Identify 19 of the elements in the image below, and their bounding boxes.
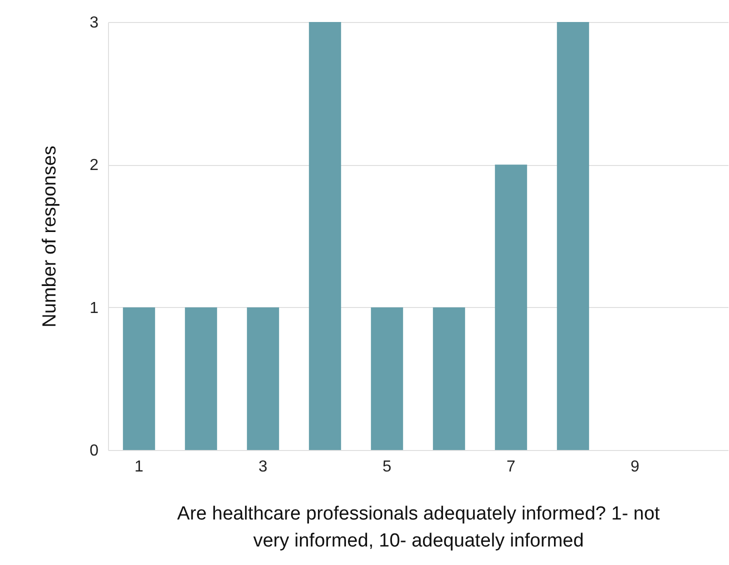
x-tick-label: 3 [258,458,268,476]
y-axis-title: Number of responses [40,146,61,328]
y-tick-label: 2 [90,157,99,174]
x-tick-label: 7 [506,458,516,476]
x-tick-label: 1 [134,458,144,476]
y-tick-label: 0 [90,442,99,460]
bar [494,164,528,450]
x-axis-title: Are healthcare professionals adequately informed? 1- not very informed, 10- adequately informed [177,504,661,552]
bar [246,307,280,450]
x-tick-label: 9 [630,458,640,476]
bar [308,22,342,450]
bar [370,307,404,450]
y-tick-label: 1 [90,300,99,317]
bar [184,307,218,450]
x-tick-label: 5 [382,458,392,476]
bar [122,307,156,450]
y-tick-label: 3 [90,14,99,32]
bar [432,307,466,450]
bar [556,22,590,450]
